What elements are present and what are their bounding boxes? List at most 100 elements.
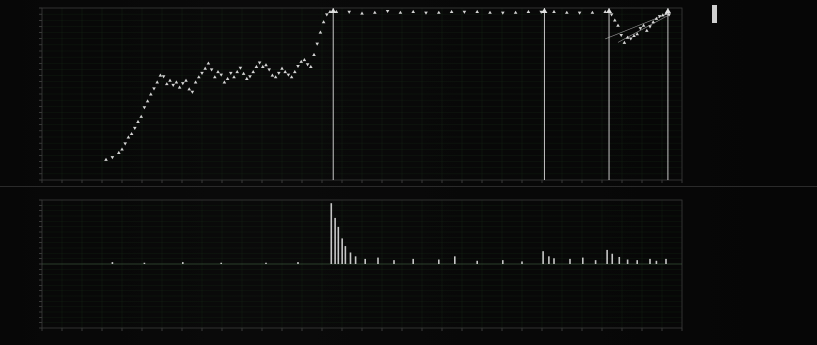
price-point (411, 9, 415, 13)
price-point (158, 73, 163, 77)
price-point (321, 20, 326, 24)
volume-bar (502, 260, 504, 264)
price-point (398, 10, 403, 14)
legend-swatch (712, 17, 717, 20)
legend-swatch (712, 8, 717, 11)
price-point (187, 87, 191, 91)
price-point (661, 13, 665, 17)
price-point (641, 23, 646, 27)
volume-bar (476, 260, 478, 264)
price-point (501, 11, 505, 15)
price-point (657, 15, 662, 19)
price-point (129, 131, 134, 136)
price-point (174, 80, 179, 84)
price-point (325, 13, 329, 17)
legend-series-row (712, 17, 814, 20)
legend-series-key (712, 17, 719, 20)
volume-bar (454, 256, 456, 264)
price-point (312, 52, 316, 56)
trend-line (605, 12, 670, 40)
legend-series-list (712, 5, 814, 23)
price-point (552, 9, 556, 13)
price-point (590, 10, 595, 14)
price-point (513, 10, 518, 14)
volume-bar (438, 259, 440, 264)
price-point (385, 9, 390, 14)
price-point (193, 80, 198, 84)
volume-bar (143, 262, 146, 264)
volume-bar (377, 257, 379, 264)
price-point (120, 147, 124, 151)
price-point (123, 142, 127, 146)
volume-bar (334, 217, 336, 264)
price-point (347, 10, 351, 14)
price-point (257, 61, 262, 65)
bottom-chart-grid (39, 199, 683, 331)
price-point (136, 119, 140, 124)
price-point (299, 59, 303, 63)
volume-bar (337, 226, 340, 264)
top-chart-frame (41, 7, 683, 181)
price-point (449, 9, 454, 13)
legend-swatch (712, 20, 717, 23)
price-point (603, 9, 607, 13)
volume-bar (594, 260, 597, 264)
price-point (539, 10, 543, 14)
volume-bar (553, 258, 555, 264)
event-marker (330, 8, 337, 13)
price-point (203, 66, 207, 70)
price-point (619, 34, 623, 38)
price-series (104, 9, 671, 161)
volume-bar (626, 259, 629, 264)
legend-series-key (712, 14, 719, 17)
volume-bar (111, 262, 114, 264)
price-point (206, 61, 211, 65)
legend-swatch (712, 11, 717, 14)
price-point (177, 85, 182, 89)
price-point (161, 75, 166, 79)
legend-series-row (712, 8, 814, 11)
price-point (638, 27, 643, 31)
legend-series-key (712, 5, 719, 8)
volume-bar (341, 238, 343, 264)
price-point (289, 75, 294, 79)
price-point (200, 71, 204, 75)
price-point (651, 20, 655, 24)
volume-bar (265, 262, 267, 264)
price-point (209, 68, 214, 72)
price-point (654, 16, 659, 20)
price-point (424, 11, 428, 15)
price-point (437, 10, 441, 14)
volume-bar (412, 258, 414, 264)
volume-bar (521, 261, 523, 264)
price-point (625, 35, 630, 39)
price-point (302, 58, 307, 62)
event-marker (606, 8, 613, 13)
price-point (309, 64, 313, 68)
volume-bar (655, 260, 658, 264)
volume-bar (582, 257, 584, 264)
volume-bar (344, 246, 347, 264)
price-point (293, 70, 297, 74)
price-point (133, 126, 137, 130)
price-point (110, 156, 115, 160)
price-point (334, 9, 339, 13)
price-point (190, 90, 195, 94)
price-point (219, 73, 223, 77)
price-point (328, 9, 332, 13)
legend-series-key (712, 20, 719, 23)
volume-bar (569, 258, 571, 264)
price-point (526, 9, 531, 13)
price-point (475, 9, 479, 13)
legend-series-row (712, 5, 814, 8)
price-point (117, 150, 121, 154)
price-point (488, 10, 492, 14)
volume-bar (330, 203, 333, 264)
price-point (577, 11, 582, 15)
price-point (184, 78, 188, 82)
legend-swatch (712, 14, 717, 17)
price-point (232, 75, 236, 79)
volume-bar (665, 258, 667, 264)
price-point (104, 157, 108, 161)
price-point (229, 71, 233, 75)
